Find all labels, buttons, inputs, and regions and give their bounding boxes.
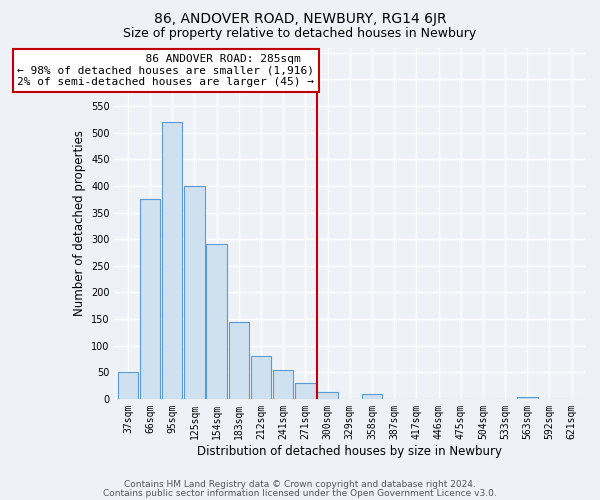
Bar: [229, 322, 249, 399]
Bar: [162, 122, 182, 399]
Text: 86, ANDOVER ROAD, NEWBURY, RG14 6JR: 86, ANDOVER ROAD, NEWBURY, RG14 6JR: [154, 12, 446, 26]
Bar: [251, 356, 271, 399]
Bar: [295, 383, 316, 399]
Text: Contains public sector information licensed under the Open Government Licence v3: Contains public sector information licen…: [103, 488, 497, 498]
Bar: [184, 186, 205, 399]
Text: Contains HM Land Registry data © Crown copyright and database right 2024.: Contains HM Land Registry data © Crown c…: [124, 480, 476, 489]
Bar: [118, 372, 138, 399]
Bar: [517, 397, 538, 399]
Bar: [140, 199, 160, 399]
Text: 86 ANDOVER ROAD: 285sqm  
← 98% of detached houses are smaller (1,916)
2% of sem: 86 ANDOVER ROAD: 285sqm ← 98% of detache…: [17, 54, 314, 87]
Y-axis label: Number of detached properties: Number of detached properties: [73, 130, 86, 316]
Bar: [273, 370, 293, 399]
Bar: [206, 244, 227, 399]
Bar: [362, 394, 382, 399]
Text: Size of property relative to detached houses in Newbury: Size of property relative to detached ho…: [124, 28, 476, 40]
Bar: [317, 392, 338, 399]
X-axis label: Distribution of detached houses by size in Newbury: Distribution of detached houses by size …: [197, 444, 502, 458]
